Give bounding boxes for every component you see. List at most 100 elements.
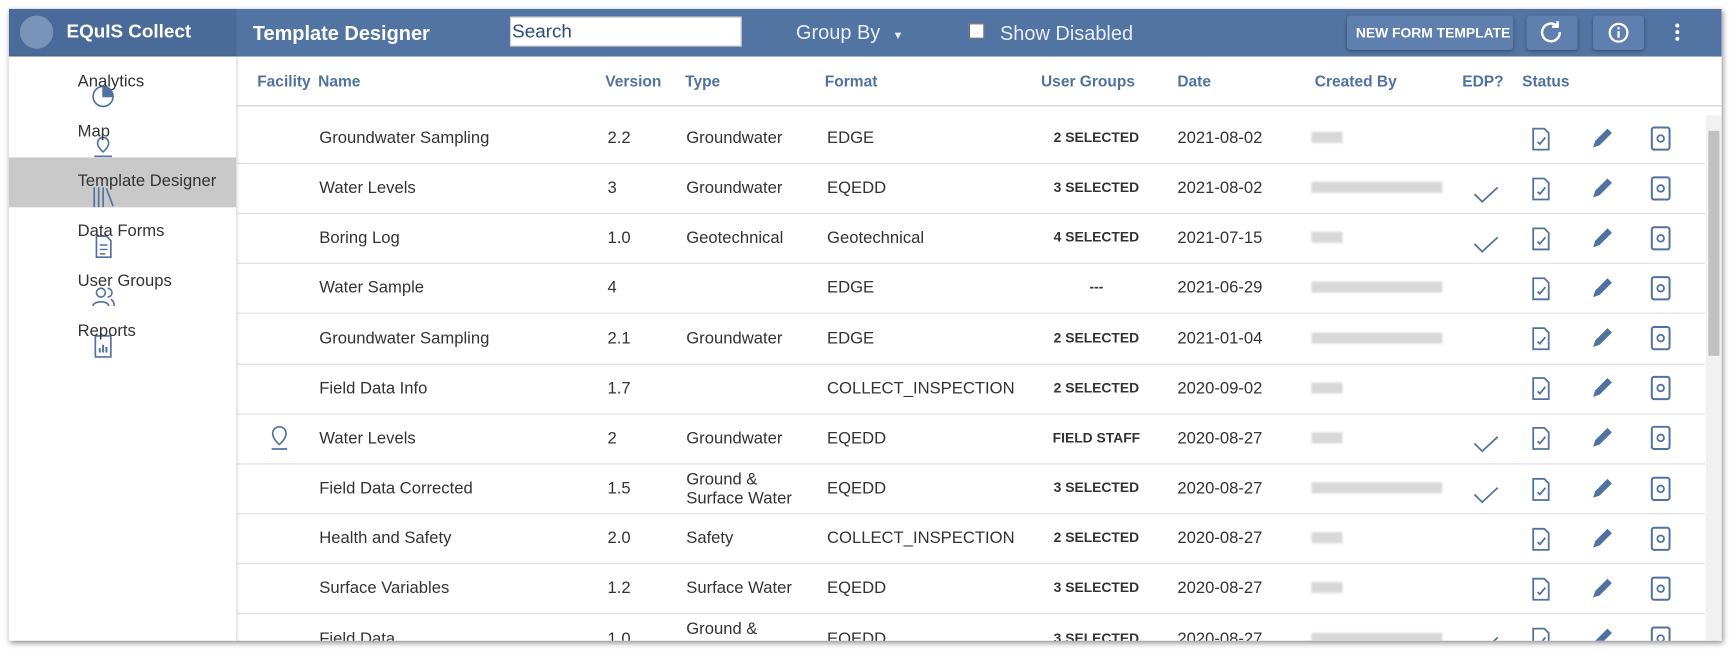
cell-date: 2021-07-15 bbox=[1177, 228, 1263, 248]
created-by-redacted bbox=[1311, 582, 1343, 594]
table-row: Field Data Info 1.7 COLLECT_INSPECTION 2 SE… bbox=[236, 363, 1706, 415]
column-header: Version bbox=[605, 72, 662, 90]
app-window: EQuIS Collect Template Designer Search G… bbox=[8, 8, 1722, 641]
edit-button[interactable] bbox=[1588, 213, 1617, 263]
nav-item[interactable]: Data Forms bbox=[9, 207, 236, 259]
edit-button[interactable] bbox=[1588, 313, 1617, 363]
created-by-redacted bbox=[1311, 131, 1343, 144]
edit-button[interactable] bbox=[1588, 163, 1617, 213]
cell-type: Groundwater bbox=[686, 178, 783, 198]
cell-format: EQEDD bbox=[827, 478, 887, 498]
cell-date: 2021-01-04 bbox=[1177, 328, 1263, 348]
search-box[interactable]: Search bbox=[509, 16, 742, 47]
cell-user-groups: 2 SELECTED bbox=[1053, 530, 1140, 546]
cell-version: 1.7 bbox=[607, 378, 631, 398]
edit-button[interactable] bbox=[1588, 513, 1617, 563]
preview-button[interactable] bbox=[1648, 363, 1672, 413]
edp-check bbox=[1471, 218, 1500, 268]
status-icon bbox=[1529, 513, 1553, 563]
page-title: Template Designer bbox=[252, 22, 430, 45]
preview-button[interactable] bbox=[1648, 513, 1672, 563]
refresh-icon bbox=[1540, 21, 1562, 43]
created-by-redacted bbox=[1311, 282, 1443, 294]
created-by-redacted bbox=[1311, 632, 1443, 641]
refresh-button[interactable] bbox=[1526, 15, 1578, 50]
preview-button[interactable] bbox=[1648, 614, 1672, 641]
nav-item[interactable]: Reports bbox=[9, 307, 236, 358]
edit-button[interactable] bbox=[1588, 263, 1617, 313]
nav-item[interactable]: Map bbox=[9, 108, 236, 158]
preview-button[interactable] bbox=[1648, 263, 1672, 313]
preview-button[interactable] bbox=[1648, 113, 1672, 163]
preview-button[interactable] bbox=[1648, 313, 1672, 363]
new-template-button[interactable]: NEW FORM TEMPLATE bbox=[1346, 15, 1514, 50]
status-icon bbox=[1529, 213, 1553, 263]
preview-button[interactable] bbox=[1648, 463, 1672, 513]
preview-button[interactable] bbox=[1648, 413, 1672, 463]
preview-button[interactable] bbox=[1648, 163, 1672, 213]
table-row: Boring Log 1.0 Geotechnical Geotechnical 4 S… bbox=[236, 213, 1706, 265]
edit-button[interactable] bbox=[1588, 614, 1617, 641]
cell-user-groups: 3 SELECTED bbox=[1053, 179, 1140, 196]
edit-button[interactable] bbox=[1588, 463, 1617, 513]
edp-check bbox=[1471, 418, 1500, 468]
status-icon bbox=[1529, 363, 1553, 413]
edp-check bbox=[1471, 468, 1500, 518]
nav-item[interactable]: Analytics bbox=[9, 58, 236, 108]
table-row: Groundwater Sampling 2.2 Groundwater EDGE 2 … bbox=[236, 113, 1706, 165]
cell-version: 2.1 bbox=[607, 328, 631, 348]
cell-user-groups: --- bbox=[1089, 279, 1104, 296]
cell-type: Ground & Surface Water bbox=[686, 469, 792, 508]
info-button[interactable] bbox=[1593, 15, 1645, 50]
edit-button[interactable] bbox=[1588, 413, 1617, 463]
nav-label: Reports bbox=[77, 321, 136, 341]
column-header: Name bbox=[318, 72, 361, 90]
scrollbar[interactable] bbox=[1706, 115, 1722, 641]
cell-date: 2021-08-02 bbox=[1177, 128, 1263, 148]
edit-button[interactable] bbox=[1588, 564, 1617, 614]
cell-user-groups: 3 SELECTED bbox=[1053, 580, 1140, 596]
sidebar: Analytics Map Template Designer Data Forms U… bbox=[8, 56, 237, 641]
table-row: Field Data Corrected 1.5 Ground & Surface … bbox=[236, 463, 1706, 515]
status-icon bbox=[1529, 614, 1553, 641]
show-disabled-label: Show Disabled bbox=[999, 22, 1134, 45]
nav-label: Data Forms bbox=[77, 221, 165, 241]
app-name: EQuIS Collect bbox=[66, 21, 192, 43]
column-header: User Groups bbox=[1040, 72, 1135, 90]
cell-user-groups: 3 SELECTED bbox=[1053, 480, 1140, 496]
nav-item[interactable]: User Groups bbox=[9, 257, 236, 307]
column-header: EDP? bbox=[1462, 72, 1504, 90]
cell-format: Geotechnical bbox=[827, 228, 925, 248]
edit-button[interactable] bbox=[1588, 363, 1617, 413]
logo bbox=[19, 15, 54, 49]
cell-name: Boring Log bbox=[319, 228, 400, 248]
cell-user-groups: 2 SELECTED bbox=[1053, 379, 1140, 396]
column-header: Type bbox=[685, 72, 721, 90]
column-header: Facility bbox=[257, 72, 311, 90]
group-by[interactable]: Group By ▼ bbox=[795, 21, 904, 44]
cell-type bbox=[686, 263, 819, 313]
checkbox[interactable] bbox=[968, 23, 985, 39]
nav-label: Template Designer bbox=[77, 171, 217, 191]
cell-user-groups: 2 SELECTED bbox=[1053, 129, 1140, 146]
edit-button[interactable] bbox=[1588, 113, 1617, 163]
status-icon bbox=[1529, 463, 1553, 513]
brand: EQuIS Collect bbox=[8, 8, 237, 57]
cell-name: Surface Variables bbox=[319, 579, 450, 598]
scroll-thumb[interactable] bbox=[1708, 130, 1720, 356]
cell-date: 2020-08-27 bbox=[1177, 629, 1263, 641]
preview-button[interactable] bbox=[1648, 213, 1672, 263]
nav-item[interactable]: Template Designer bbox=[8, 157, 237, 208]
nav-label: Analytics bbox=[77, 72, 145, 91]
cell-type: Groundwater bbox=[686, 328, 783, 348]
column-header: Created By bbox=[1314, 72, 1397, 90]
cell-name: Field Data Corrected bbox=[319, 478, 473, 498]
cell-version: 1.0 bbox=[607, 228, 631, 248]
column-header: Format bbox=[824, 72, 878, 90]
more-menu[interactable] bbox=[1666, 22, 1688, 44]
created-by-redacted bbox=[1311, 432, 1343, 444]
header-divider bbox=[236, 105, 1722, 107]
cell-date: 2020-09-02 bbox=[1177, 378, 1263, 398]
preview-button[interactable] bbox=[1648, 564, 1672, 614]
